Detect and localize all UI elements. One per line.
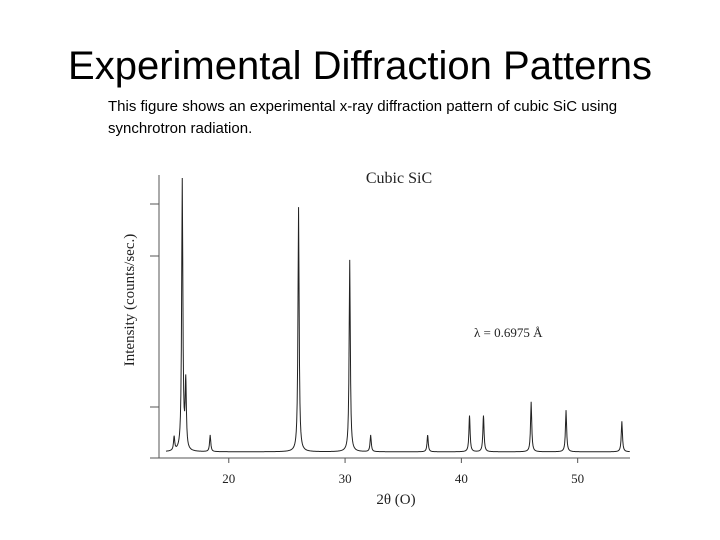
x-tick-label: 30 [339,471,352,486]
chart-title: Cubic SiC [366,170,432,187]
wavelength-annotation: λ = 0.6975 Å [474,325,543,340]
diffraction-pattern-line [165,177,630,453]
y-tick-group [150,203,159,408]
x-tick-label: 50 [571,471,584,486]
peak-marker-group [173,177,624,440]
figure-caption: This figure shows an experimental x-ray … [108,98,618,137]
x-tick-label: 40 [455,471,468,486]
x-tick-group: 20 30 40 50 [222,458,584,486]
x-axis-label: 2θ (O) [376,492,415,508]
x-tick-label: 20 [222,471,235,486]
y-axis-label: Intensity (counts/sec.) [122,234,138,366]
slide-title: Experimental Diffraction Patterns [68,44,652,88]
